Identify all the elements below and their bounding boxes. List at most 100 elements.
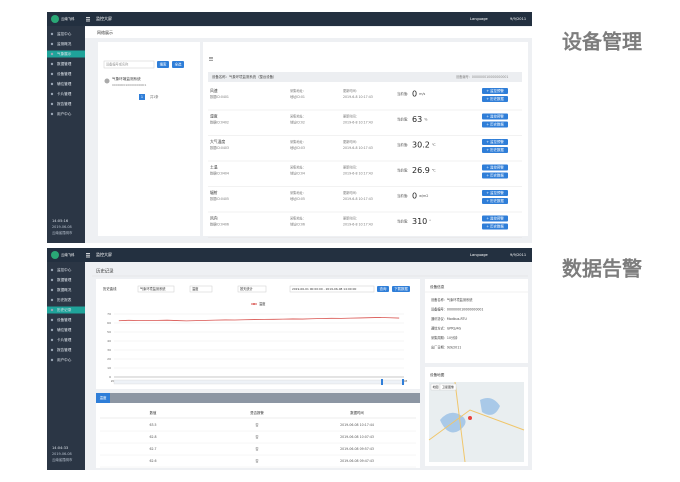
table-tabbar: [96, 393, 420, 403]
button-label[interactable]: + 监控预警: [486, 114, 504, 119]
map-button: [439, 383, 457, 391]
button: [482, 121, 508, 128]
sidebar-item[interactable]: 卡片管理: [57, 337, 72, 342]
sidebar-item[interactable]: 用户中心: [57, 111, 72, 116]
table-cell: 否: [255, 435, 259, 439]
button-label[interactable]: + 监控预警: [486, 139, 504, 144]
detail-device-id: 设备编号：000000010000000001: [456, 74, 508, 79]
button-label[interactable]: + 历史数据: [486, 96, 504, 101]
sidebar-item[interactable]: 气象展示: [57, 51, 72, 56]
sidebar-item[interactable]: 监控中心: [57, 31, 72, 36]
y-tick-label: 50: [107, 330, 111, 334]
row-time: 2019-6-8 10:17:43: [343, 146, 373, 150]
select-value[interactable]: 按天统计: [240, 286, 254, 291]
sidebar-item[interactable]: 设备管理: [57, 317, 72, 322]
row-value: 63: [412, 115, 422, 124]
map-button-label[interactable]: 地图: [432, 384, 438, 389]
info-title: 设备信息: [430, 284, 445, 289]
sidebar-item[interactable]: 历史记录: [57, 307, 72, 312]
sidebar-item[interactable]: 卡片管理: [57, 91, 72, 96]
row-addr-label: 采集地址:: [290, 190, 304, 195]
sidebar-item[interactable]: 数据概况: [57, 287, 72, 292]
top-date: 9/9/2011: [510, 17, 526, 21]
select-value[interactable]: 气象环境监测系统: [140, 286, 166, 291]
select-value[interactable]: 温度: [192, 286, 199, 291]
sidebar-item[interactable]: 数据管理: [57, 277, 72, 282]
row-value: 26.9: [412, 166, 430, 175]
info-row: 采集周期：10分钟: [431, 335, 457, 340]
button-label[interactable]: + 监控预警: [486, 190, 504, 195]
date-range-text[interactable]: 2019-06-01 00:00:00 - 2019-06-08 14:00:0…: [292, 287, 356, 291]
sidebar-location: 云南省昆明市: [52, 230, 73, 235]
sidebar-item[interactable]: 历史报表: [57, 297, 72, 302]
table-cell: 2019-06-08 10:07:43: [340, 435, 374, 439]
sidebar-item[interactable]: 监控中心: [57, 267, 72, 272]
button-label[interactable]: + 历史数据: [486, 147, 504, 152]
legend-dot: [253, 303, 255, 305]
table-cell: 否: [255, 447, 259, 451]
logo: [51, 251, 59, 259]
search-input: [103, 60, 155, 69]
sidebar-item[interactable]: 设备管理: [57, 71, 72, 76]
sidebar-item[interactable]: 报告管理: [57, 347, 72, 352]
button-label[interactable]: + 历史数据: [486, 224, 504, 229]
button-label[interactable]: 查询: [380, 286, 387, 291]
tab-label[interactable]: 温度: [100, 395, 107, 400]
logo-text: 云南飞科: [61, 252, 75, 257]
section-label: 设备管理: [562, 30, 642, 54]
sidebar-icon: [50, 328, 54, 332]
sidebar-location: 云南省昆明市: [52, 457, 73, 462]
sidebar-icon: [50, 52, 54, 56]
y-tick-label: 40: [107, 339, 111, 343]
row-data-id: 数据ID:0405: [210, 196, 229, 201]
page-number[interactable]: 1: [141, 95, 143, 99]
row-name: 土温: [210, 165, 218, 170]
row-name: 风向: [210, 216, 218, 221]
sidebar-time: 14:04:33: [52, 446, 68, 450]
map-button-label[interactable]: 卫星图像: [442, 384, 454, 389]
y-tick-label: 20: [107, 357, 111, 361]
row-name: 大气温度: [210, 139, 225, 144]
sidebar-item[interactable]: 监测概况: [57, 41, 72, 46]
sidebar-item[interactable]: 数据管理: [57, 61, 72, 66]
legend-label[interactable]: 温度: [259, 301, 266, 306]
info-row: 通讯协议：Modbus-RTU: [431, 316, 467, 321]
menu-icon: [86, 253, 90, 254]
button-label[interactable]: + 监控预警: [486, 88, 504, 93]
row-time-label: 更新时间:: [343, 139, 357, 144]
sidebar-item[interactable]: 辅位管理: [57, 327, 72, 332]
button: [157, 61, 169, 68]
row-time-label: 更新时间:: [343, 216, 357, 221]
button-label[interactable]: + 历史数据: [486, 173, 504, 178]
row-value: 0: [412, 90, 417, 99]
sidebar-icon: [50, 298, 54, 302]
button-label[interactable]: 搜索: [160, 62, 167, 67]
row-value-label: 当前值:: [397, 117, 408, 122]
row-time: 2019-6-8 10:17:43: [343, 95, 373, 99]
language[interactable]: Language: [470, 253, 489, 257]
top-menu[interactable]: 监控大屏: [96, 251, 112, 257]
language[interactable]: Language: [470, 17, 489, 21]
sidebar-icon: [50, 112, 54, 116]
sidebar-icon: [50, 348, 54, 352]
button-label[interactable]: 全选: [175, 62, 182, 67]
sidebar-item[interactable]: 辅位管理: [57, 81, 72, 86]
sidebar-date: 2019-06-08: [52, 225, 72, 229]
row-time-label: 更新时间:: [343, 88, 357, 93]
button-label[interactable]: + 历史数据: [486, 122, 504, 127]
search-placeholder[interactable]: 设备编号或名称: [106, 62, 129, 67]
table-cell: 62.8: [149, 435, 156, 439]
sidebar-item[interactable]: 报告管理: [57, 101, 72, 106]
device-name[interactable]: 气象环境监测系统: [112, 76, 141, 81]
table-cell: 63.5: [149, 423, 156, 427]
topbar: [47, 12, 532, 26]
button-label[interactable]: 下载数据: [394, 286, 408, 291]
button-label[interactable]: + 历史数据: [486, 198, 504, 203]
sidebar-time: 14:05:16: [52, 219, 69, 223]
button-label[interactable]: + 监控预警: [486, 165, 504, 170]
top-menu[interactable]: 监控大屏: [96, 15, 112, 21]
row-name: 辐射: [210, 190, 218, 195]
row-value-label: 当前值:: [397, 219, 408, 224]
sidebar-item[interactable]: 用户中心: [57, 357, 72, 362]
button-label[interactable]: + 监控预警: [486, 216, 504, 221]
